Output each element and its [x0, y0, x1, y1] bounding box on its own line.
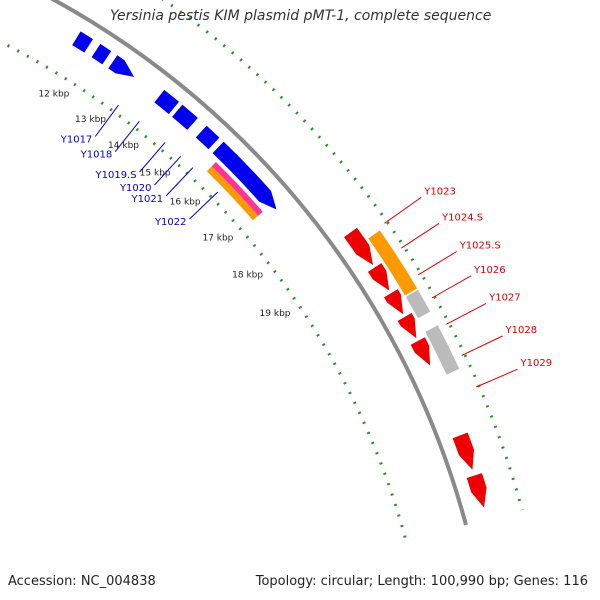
gene-label: Y1026: [473, 265, 506, 276]
gene-arrow-rev-8: [466, 473, 487, 508]
tick-label: 19 kbp: [260, 309, 291, 319]
gene-arrow-rev-4: [384, 289, 404, 315]
gene-arrow-fwd-5: [172, 104, 198, 130]
gene-label: Y1022: [154, 217, 187, 228]
gene-label: Y1018: [80, 150, 113, 161]
gene-label: Y1029: [520, 358, 553, 369]
tick-label: 14 kbp: [108, 141, 139, 151]
gene-label: Y1028: [505, 325, 538, 336]
leader-line: [401, 222, 440, 249]
leader-line: [476, 368, 518, 388]
gene-arrow-fwd-2: [91, 43, 112, 65]
leader-line: [114, 120, 140, 153]
gene-label: Y1017: [60, 135, 93, 146]
tick-label: 13 kbp: [75, 115, 106, 125]
gene-track: [72, 31, 487, 508]
tick-label: 15 kbp: [140, 168, 171, 178]
gene-label: Y1019.S: [95, 170, 137, 181]
tick-label: 18 kbp: [232, 271, 263, 281]
tick-track: 12 kbp 13 kbp 14 kbp 15 kbp 16 kbp 17 kbp 18 k…: [38, 90, 290, 320]
summary-text: Topology: circular; Length: 100,990 bp; …: [255, 574, 588, 589]
leader-line: [384, 196, 422, 224]
gene-label: Y1024.S: [441, 212, 483, 223]
gene-label: Y1023: [423, 186, 456, 197]
tick-label: 16 kbp: [170, 198, 201, 208]
gene-arrow-rev-3: [367, 263, 390, 291]
leader-line: [154, 155, 182, 186]
map-title: Yersinia pestis KIM plasmid pMT-1, compl…: [110, 8, 492, 24]
feature-track: [206, 161, 460, 375]
feature-pink: [211, 161, 263, 216]
gene-label: Y1020: [119, 183, 152, 194]
tick-label: 17 kbp: [202, 234, 233, 244]
feature-orange-outer: [368, 230, 418, 296]
leader-line: [418, 251, 457, 276]
gene-arrow-fwd-1: [72, 31, 93, 53]
gene-arrow-fwd-6: [195, 125, 220, 150]
leader-line: [139, 142, 166, 173]
gene-arrow-rev-6: [410, 337, 431, 366]
backbone-ring: [49, 0, 468, 526]
leader-line: [461, 335, 503, 356]
feature-grey-2: [425, 325, 460, 375]
gene-label: Y1027: [488, 292, 521, 303]
gene-arrow-rev-5: [397, 313, 417, 339]
leader-line: [189, 191, 218, 220]
leader-line: [446, 302, 487, 325]
tick-label: 12 kbp: [38, 90, 69, 100]
gene-label: Y1025.S: [459, 241, 501, 252]
gc-content-track: [0, 0, 524, 542]
gc-inner-track: [0, 39, 408, 542]
gene-arrow-fwd-4: [154, 89, 180, 115]
gene-arrow-rev-2: [343, 227, 373, 265]
gene-arrow-fwd-7: [212, 141, 277, 210]
leader-line: [94, 104, 119, 137]
gene-label: Y1021: [131, 194, 164, 205]
accession-text: Accession: NC_004838: [8, 574, 156, 589]
gc-outer-track: [161, 0, 524, 511]
gene-arrow-rev-7: [452, 432, 475, 470]
leader-line: [165, 167, 194, 197]
gene-arrow-fwd-3: [108, 55, 135, 77]
feature-grey-1: [405, 289, 431, 319]
leader-line: [431, 275, 472, 299]
feature-orange-inner: [206, 166, 259, 221]
